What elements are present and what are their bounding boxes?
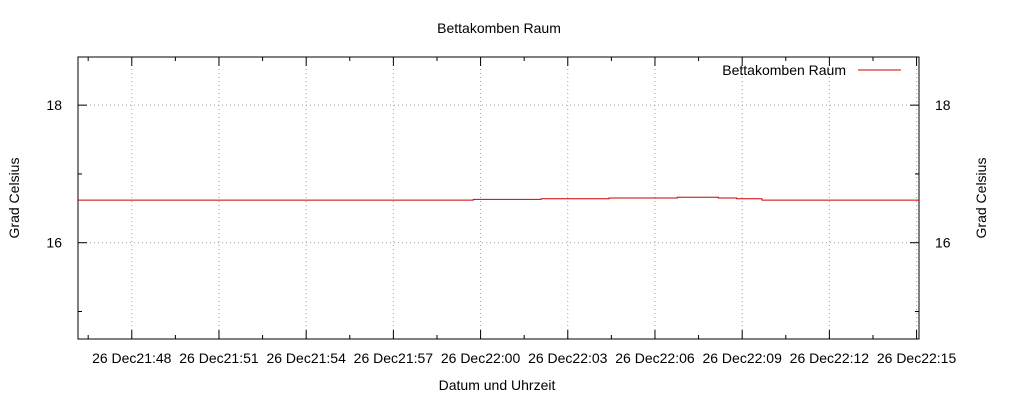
plot-frame [77,56,920,340]
y2-tick-label: 18 [935,97,951,113]
x-tick-label: 26 Dec22:06 [615,350,695,366]
tick-layer [78,57,919,339]
y2-axis-label: Grad Celsius [973,158,989,239]
y-tick-label: 18 [46,97,62,113]
x-tick-label: 26 Dec22:12 [790,350,870,366]
series-layer [78,196,919,201]
x-tick-label: 26 Dec22:03 [528,350,608,366]
x-tick-label: 26 Dec21:51 [179,350,259,366]
y-axis-label: Grad Celsius [6,158,22,239]
y2-tick-label: 16 [935,235,951,251]
legend-label: Bettakomben Raum [722,62,846,78]
x-tick-label: 26 Dec22:15 [877,350,957,366]
x-tick-label: 26 Dec22:00 [441,350,521,366]
x-tick-label: 26 Dec21:54 [266,350,346,366]
legend: Bettakomben Raum [722,62,901,78]
series-line [78,196,919,201]
x-tick-label: 26 Dec21:48 [92,350,172,366]
y-tick-label: 16 [46,235,62,251]
x-axis-label: Datum und Uhrzeit [439,377,556,393]
chart-title: Bettakomben Raum [437,20,561,36]
x-tick-label: 26 Dec21:57 [354,350,434,366]
grid-layer [78,57,919,339]
x-tick-label: 26 Dec22:09 [702,350,782,366]
